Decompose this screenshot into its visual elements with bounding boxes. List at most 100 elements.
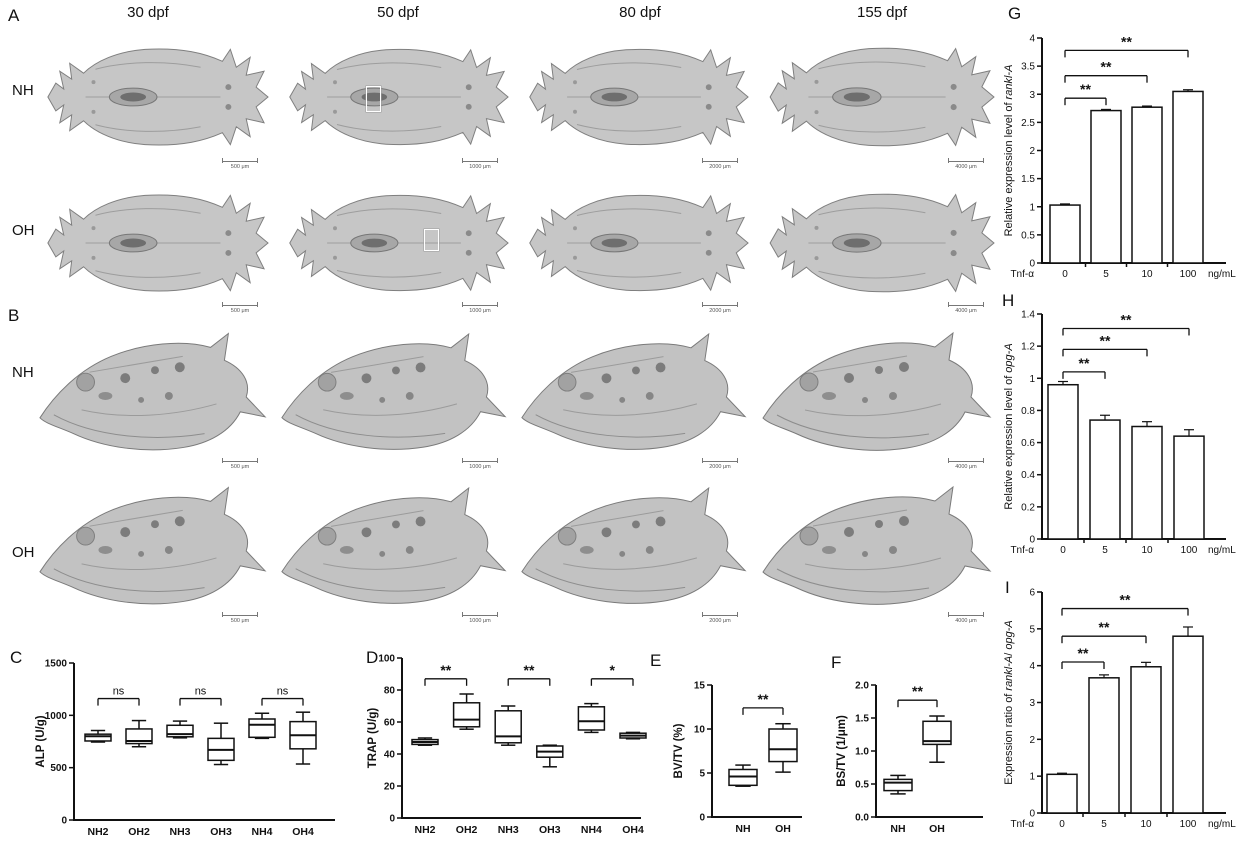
significance-label: **	[1101, 59, 1112, 75]
highlight-box-a-oh-50dpf	[424, 229, 439, 251]
significance-label: **	[758, 691, 769, 707]
significance-label: **	[912, 683, 923, 699]
significance-label: *	[609, 662, 615, 678]
y-tick-label: 1.2	[1021, 342, 1035, 353]
scale-bar-b-nh-50dpf: 1000 μm	[462, 458, 498, 470]
row-label-a-oh: OH	[12, 222, 35, 239]
x-category-label: 100	[1181, 545, 1198, 556]
y-tick-label: 15	[694, 681, 706, 692]
x-category-label: OH3	[539, 824, 561, 836]
x-category-label: NH2	[87, 826, 108, 838]
y-tick-label: 1.5	[855, 714, 869, 725]
scale-bar-label: 2000 μm	[709, 164, 731, 170]
x-category-label: 0	[1060, 545, 1066, 556]
y-tick-label: 0	[389, 814, 395, 825]
y-tick-label: 1	[1029, 202, 1035, 213]
scale-bar-b-nh-155dpf: 4000 μm	[948, 458, 984, 470]
box	[922, 720, 952, 746]
scale-bar-line	[222, 302, 258, 307]
microct-image-b-nh-80dpf	[521, 333, 746, 450]
panel-letter-b: B	[8, 306, 20, 325]
scale-bar-label: 1000 μm	[469, 308, 491, 314]
chart-f-box-plot: 0.0 0.5 1.0 1.5 2.0 BS/TV (1/μm) NH OH **	[836, 681, 983, 835]
y-axis-label: Expression ratio of rankl-A/ opg-A	[1003, 620, 1015, 784]
scale-bar-label: 4000 μm	[955, 164, 977, 170]
bar	[1131, 106, 1163, 264]
microct-image-a-oh-155dpf	[769, 193, 995, 293]
y-tick-label: 1.4	[1021, 310, 1035, 321]
y-tick-label: 0.5	[1021, 230, 1035, 241]
column-header-30dpf: 30 dpf	[127, 4, 169, 21]
box	[494, 710, 522, 744]
panel-letter-g: G	[1008, 4, 1022, 23]
scale-bar-a-oh-30dpf: 500 μm	[222, 302, 258, 314]
microct-image-b-oh-80dpf	[521, 487, 746, 604]
scale-bar-line	[948, 158, 984, 163]
scale-bar-label: 4000 μm	[955, 464, 977, 470]
row-label-b-oh: OH	[12, 544, 35, 561]
x-category-label: 10	[1141, 545, 1153, 556]
x-category-label: NH	[735, 823, 750, 835]
panel-letter-e: E	[650, 651, 662, 670]
box	[768, 728, 798, 763]
scale-bar-a-nh-50dpf: 1000 μm	[462, 158, 498, 170]
x-category-label: NH2	[414, 824, 435, 836]
scale-bar-label: 2000 μm	[709, 308, 731, 314]
y-tick-label: 4	[1029, 34, 1035, 45]
panel-letter-i: I	[1005, 578, 1010, 597]
microct-image-a-nh-30dpf	[47, 48, 269, 146]
x-category-label: 100	[1180, 269, 1197, 280]
x-axis-suffix: ng/mL	[1208, 545, 1236, 556]
y-tick-label: 1.0	[855, 747, 869, 758]
bar	[1173, 435, 1205, 540]
y-tick-label: 0	[1029, 535, 1035, 546]
x-axis-prefix: Tnf-α	[1010, 819, 1034, 830]
chart-c-box-plot: 0 500 1000 1500 ALP (U/g) NH2 OH2 NH3 OH3 NH4 OH4 n…	[35, 659, 335, 838]
y-tick-label: 60	[384, 718, 396, 729]
x-category-label: 5	[1101, 819, 1107, 830]
y-tick-label: 3	[1029, 90, 1035, 101]
y-tick-label: 500	[50, 763, 67, 774]
bar	[1090, 109, 1122, 264]
chart-d-box-plot: 0 20 40 60 80 100 TRAP (U/g) NH2 OH2 NH3 OH3 NH4 OH4…	[367, 654, 647, 836]
scale-bar-b-oh-155dpf: 4000 μm	[948, 612, 984, 624]
scale-bar-line	[948, 458, 984, 463]
y-tick-label: 0.6	[1021, 438, 1035, 449]
scale-bar-a-oh-50dpf: 1000 μm	[462, 302, 498, 314]
significance-label: **	[1120, 592, 1131, 608]
x-category-label: OH	[775, 823, 791, 835]
chart-i-bar-plot: 0 1 2 3 4 5 6 Expression ratio of rankl-A/ opg-…	[1003, 588, 1236, 831]
panel-letter-f: F	[831, 653, 842, 672]
y-axis-label: Relative expression level of opg-A	[1003, 343, 1015, 509]
box	[577, 706, 606, 731]
panel-letter-c: C	[10, 648, 23, 667]
x-category-label: 5	[1103, 269, 1109, 280]
highlight-box-a-nh-50dpf	[366, 86, 381, 112]
box	[883, 778, 913, 792]
x-category-label: 0	[1062, 269, 1068, 280]
box	[125, 728, 153, 745]
x-category-label: OH4	[292, 826, 314, 838]
bar	[1172, 90, 1204, 264]
panel-letter-d: D	[366, 648, 379, 667]
scale-bar-line	[462, 302, 498, 307]
scale-bar-line	[948, 612, 984, 617]
significance-label: ns	[195, 686, 207, 698]
microct-image-b-oh-30dpf	[39, 487, 266, 605]
y-tick-label: 3.5	[1021, 62, 1035, 73]
scale-bar-label: 500 μm	[230, 618, 250, 624]
x-category-label: OH	[929, 823, 945, 835]
y-axis-label: BV/TV (%)	[673, 723, 685, 778]
x-category-label: NH4	[251, 826, 272, 838]
scale-bar-a-oh-155dpf: 4000 μm	[948, 302, 984, 314]
y-tick-label: 3	[1029, 698, 1035, 709]
y-tick-label: 100	[378, 654, 395, 665]
significance-label: ns	[113, 686, 125, 698]
scale-bar-line	[462, 458, 498, 463]
bar	[1131, 425, 1163, 540]
x-category-label: 5	[1102, 545, 1108, 556]
y-tick-label: 2.0	[855, 681, 869, 692]
y-tick-label: 1	[1029, 374, 1035, 385]
significance-label: **	[1099, 619, 1110, 635]
scale-bar-line	[222, 158, 258, 163]
